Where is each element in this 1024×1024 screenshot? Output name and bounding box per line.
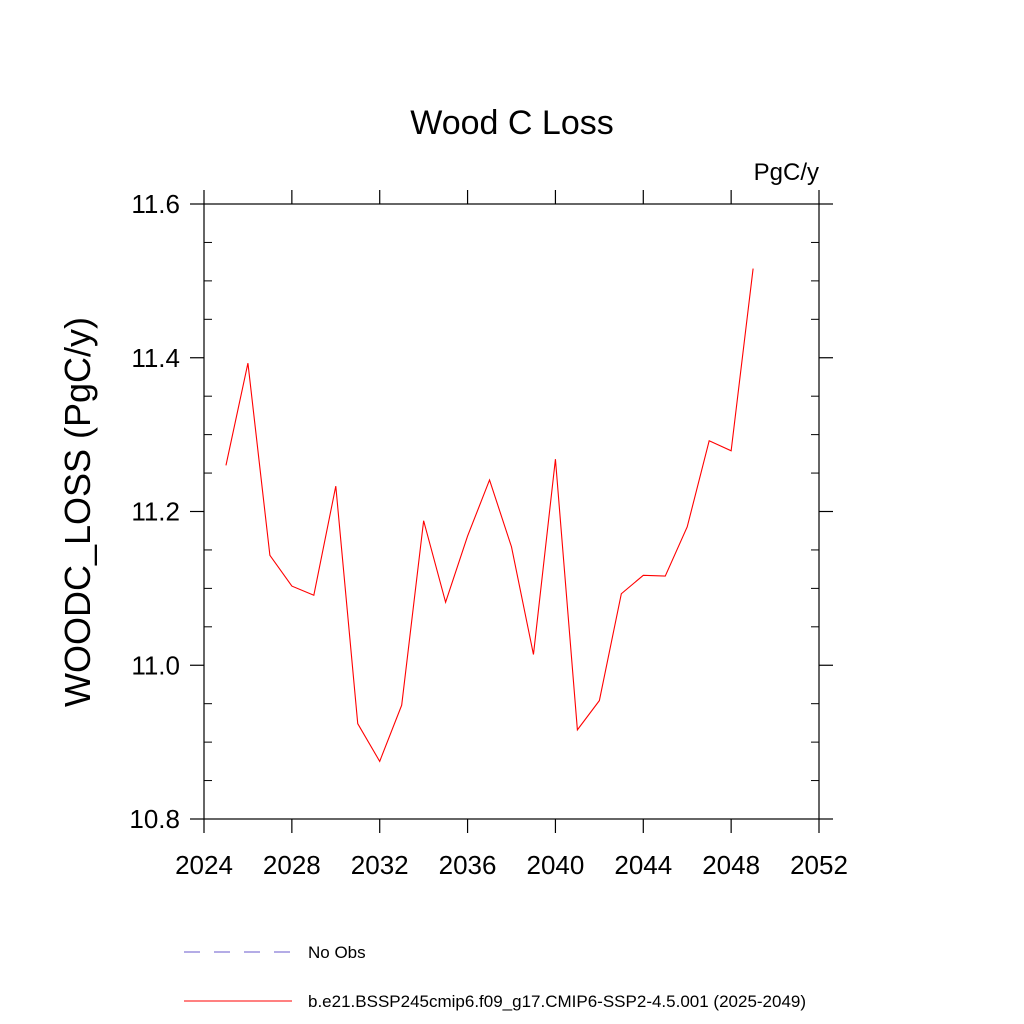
y-tick-label: 11.0 bbox=[131, 650, 180, 680]
data-point bbox=[686, 526, 688, 528]
x-tick-label: 2044 bbox=[614, 850, 672, 880]
data-point bbox=[225, 465, 227, 467]
data-point bbox=[708, 440, 710, 442]
x-tick-label: 2048 bbox=[702, 850, 760, 880]
data-point bbox=[533, 654, 535, 656]
axis-ticks bbox=[190, 190, 833, 833]
y-tick-label: 11.2 bbox=[131, 497, 180, 527]
data-point bbox=[269, 555, 271, 557]
data-point bbox=[423, 520, 425, 522]
data-point bbox=[335, 485, 337, 487]
tick-labels: 2024 2028 2032 2036 2040 2044 2048 2052 10.8 11.0… bbox=[129, 189, 848, 880]
data-point bbox=[357, 723, 359, 725]
data-point bbox=[511, 546, 513, 548]
data-point bbox=[313, 594, 315, 596]
data-point bbox=[730, 450, 732, 452]
y-axis-label: WOODC_LOSS (PgC/y) bbox=[57, 317, 98, 707]
data-point bbox=[467, 535, 469, 537]
data-point bbox=[555, 458, 557, 460]
series-layer bbox=[225, 268, 754, 763]
x-tick-label: 2036 bbox=[439, 850, 497, 880]
data-point bbox=[621, 593, 623, 595]
data-point bbox=[577, 729, 579, 731]
series-line bbox=[225, 268, 754, 763]
data-point bbox=[445, 601, 447, 603]
x-tick-label: 2024 bbox=[175, 850, 233, 880]
data-point bbox=[401, 704, 403, 706]
x-tick-label: 2028 bbox=[263, 850, 321, 880]
data-point bbox=[642, 575, 644, 577]
data-point bbox=[291, 585, 293, 587]
data-point bbox=[599, 700, 601, 702]
legend-label-model: b.e21.BSSP245cmip6.f09_g17.CMIP6-SSP2-4.… bbox=[308, 992, 806, 1011]
data-point bbox=[247, 362, 249, 364]
y-tick-label: 11.4 bbox=[131, 343, 180, 373]
data-point bbox=[379, 761, 381, 763]
x-tick-label: 2032 bbox=[351, 850, 409, 880]
units-label: PgC/y bbox=[754, 159, 819, 186]
x-tick-label: 2040 bbox=[527, 850, 585, 880]
data-point bbox=[664, 575, 666, 577]
data-point bbox=[489, 479, 491, 481]
plot-frame bbox=[203, 203, 820, 820]
legend: No Obs b.e21.BSSP245cmip6.f09_g17.CMIP6-… bbox=[184, 943, 806, 1011]
data-point bbox=[752, 268, 754, 270]
chart-title: Wood C Loss bbox=[410, 104, 613, 142]
y-tick-label: 10.8 bbox=[129, 804, 180, 834]
legend-label-no-obs: No Obs bbox=[308, 943, 366, 962]
y-tick-label: 11.6 bbox=[131, 189, 180, 219]
x-tick-label: 2052 bbox=[790, 850, 848, 880]
